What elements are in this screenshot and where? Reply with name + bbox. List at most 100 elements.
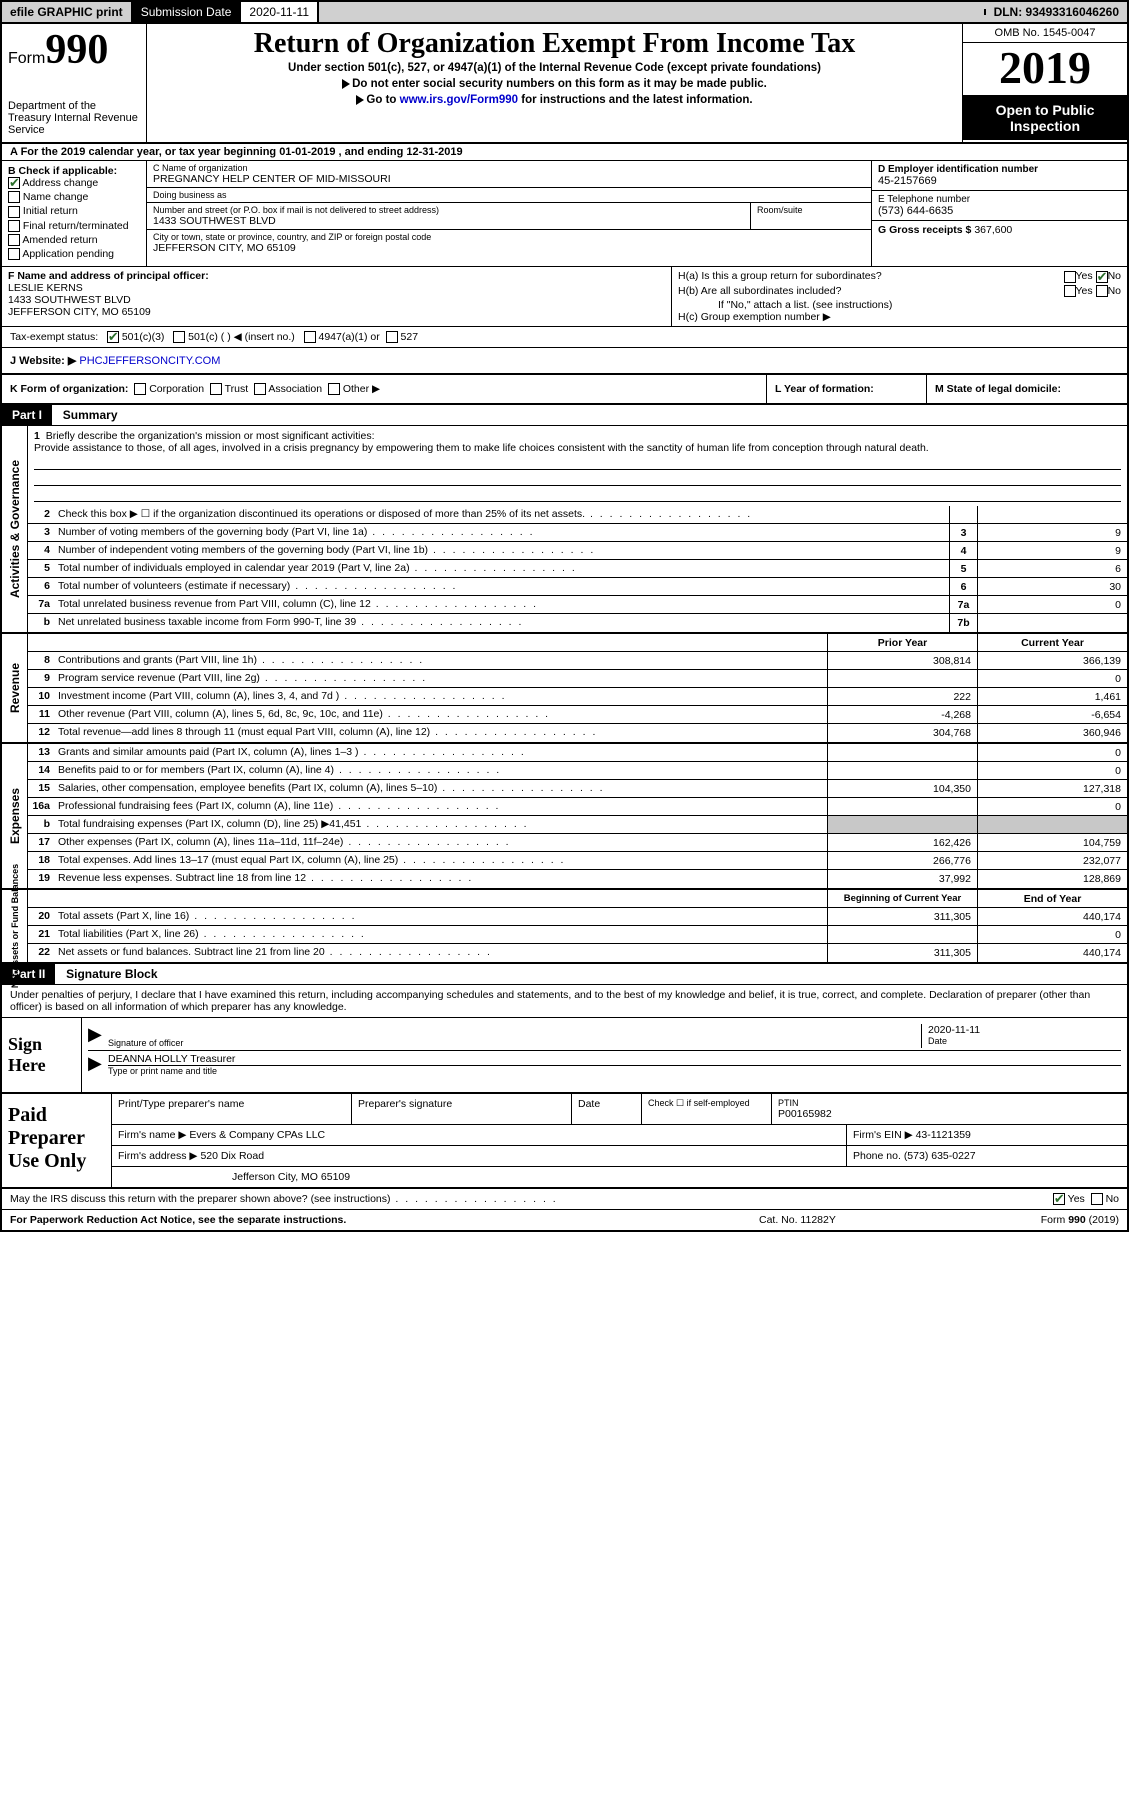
line-desc: Contributions and grants (Part VIII, lin… [54,652,827,669]
checkbox-icon [8,234,20,246]
checkbox-icon[interactable] [134,383,146,395]
firm-city: Jefferson City, MO 65109 [112,1167,1127,1187]
opt-1: Name change [23,191,88,203]
checkbox-icon[interactable] [328,383,340,395]
addr-label: Number and street (or P.O. box if mail i… [153,205,744,215]
note-2-post: for instructions and the latest informat… [518,94,753,106]
current-year-value: 127,318 [977,780,1127,797]
line-desc: Grants and similar amounts paid (Part IX… [54,744,827,761]
line-box: 4 [949,542,977,559]
prep-row-1: Print/Type preparer's name Preparer's si… [112,1094,1127,1125]
governance-lines: 1 Briefly describe the organization's mi… [28,426,1127,632]
checkbox-icon[interactable] [1053,1193,1065,1205]
checkbox-icon[interactable] [1091,1193,1103,1205]
line-num: 2 [28,506,54,523]
room-label: Room/suite [757,205,865,215]
line-num: b [28,816,54,833]
line-desc: Total liabilities (Part X, line 26) [54,926,827,943]
checkbox-icon[interactable] [304,331,316,343]
table-row: 4Number of independent voting members of… [28,542,1127,560]
line-box [949,506,977,523]
prior-year-value [827,926,977,943]
col-header-row: Beginning of Current Year End of Year [28,890,1127,908]
opt-4: Amended return [22,234,97,246]
k-o2: Association [268,383,322,395]
line-desc: Professional fundraising fees (Part IX, … [54,798,827,815]
department: Department of the Treasury Internal Reve… [8,100,140,136]
prior-year-value: 304,768 [827,724,977,742]
phone-value: (573) 644-6635 [878,205,1121,217]
line-desc: Total expenses. Add lines 13–17 (must eq… [54,852,827,869]
website-link[interactable]: PHCJEFFERSONCITY.COM [79,355,220,367]
prior-year-value: 104,350 [827,780,977,797]
table-row: 11Other revenue (Part VIII, column (A), … [28,706,1127,724]
block-fh: F Name and address of principal officer:… [2,267,1127,326]
checkbox-icon[interactable] [386,331,398,343]
netassets-section: Net Assets or Fund Balances Beginning of… [2,890,1127,962]
block-bcd: B Check if applicable: Address change Na… [2,161,1127,267]
form-label: Form [8,50,45,67]
officer-addr1: 1433 SOUTHWEST BLVD [8,294,131,306]
line-num: 15 [28,780,54,797]
cb-application-pending[interactable]: Application pending [8,248,140,260]
cb-name-change[interactable]: Name change [8,191,140,203]
irs-link[interactable]: www.irs.gov/Form990 [400,94,518,106]
cb-address-change[interactable]: Address change [8,177,140,189]
checkbox-icon[interactable] [210,383,222,395]
city-cell: City or town, state or province, country… [147,230,871,256]
checkbox-icon[interactable] [173,331,185,343]
cb-initial-return[interactable]: Initial return [8,205,140,217]
triangle-icon [356,95,364,105]
tax-o3: 4947(a)(1) or [318,331,379,343]
checkbox-icon[interactable] [1096,271,1108,283]
org-name: PREGNANCY HELP CENTER OF MID-MISSOURI [153,173,865,185]
no-lbl: No [1106,1193,1119,1205]
firm-ein-cell: Firm's EIN ▶ 43-1121359 [847,1125,1127,1145]
sign-fields: ▶ Signature of officer 2020-11-11 Date ▶… [82,1018,1127,1092]
street-cell: Number and street (or P.O. box if mail i… [147,203,751,229]
cb-final-return[interactable]: Final return/terminated [8,220,140,232]
line-desc: Benefits paid to or for members (Part IX… [54,762,827,779]
line-value: 0 [977,596,1127,613]
summary-table: Activities & Governance 1 Briefly descri… [2,426,1127,964]
line-desc: Number of voting members of the governin… [54,524,949,541]
hb-line: H(b) Are all subordinates included? Yes … [678,285,1121,297]
firm-ein: 43-1121359 [916,1129,971,1141]
expenses-lines: 13Grants and similar amounts paid (Part … [28,744,1127,888]
line-box: 7b [949,614,977,632]
part-2-header: Part II Signature Block [2,964,1127,985]
officer-signature[interactable]: Signature of officer [108,1024,921,1048]
netassets-vlabel: Net Assets or Fund Balances [2,890,28,962]
form-header: Form990 Department of the Treasury Inter… [2,24,1127,144]
checkbox-icon[interactable] [107,331,119,343]
firm-addr: 520 Dix Road [200,1150,264,1162]
line-value: 30 [977,578,1127,595]
line-num: 10 [28,688,54,705]
prior-year-value [827,816,977,833]
line-desc: Investment income (Part VIII, column (A)… [54,688,827,705]
mission-label: Briefly describe the organization's miss… [46,430,375,442]
cb-amended[interactable]: Amended return [8,234,140,246]
hc-text: H(c) Group exemption number ▶ [678,311,1121,323]
col-c: C Name of organization PREGNANCY HELP CE… [147,161,872,266]
rule-line [34,486,1121,502]
officer-typed-name: DEANNA HOLLY Treasurer Type or print nam… [108,1053,1121,1076]
opt-0: Address change [22,177,98,189]
hb-yn: Yes No [1064,285,1122,297]
prior-year-value: 311,305 [827,944,977,962]
current-year-value: 366,139 [977,652,1127,669]
officer-name-label: Type or print name and title [108,1065,1121,1076]
prior-year-value: 266,776 [827,852,977,869]
checkbox-icon[interactable] [1064,285,1076,297]
opt-2: Initial return [23,205,78,217]
table-row: 3Number of voting members of the governi… [28,524,1127,542]
current-year-header: Current Year [977,634,1127,651]
revenue-lines: Prior Year Current Year 8Contributions a… [28,634,1127,742]
table-row: bTotal fundraising expenses (Part IX, co… [28,816,1127,834]
checkbox-icon[interactable] [1096,285,1108,297]
yes-lbl: Yes [1068,1193,1085,1205]
gross-value: 367,600 [974,224,1012,236]
checkbox-icon[interactable] [254,383,266,395]
part-1-header: Part I Summary [2,405,1127,426]
checkbox-icon[interactable] [1064,271,1076,283]
